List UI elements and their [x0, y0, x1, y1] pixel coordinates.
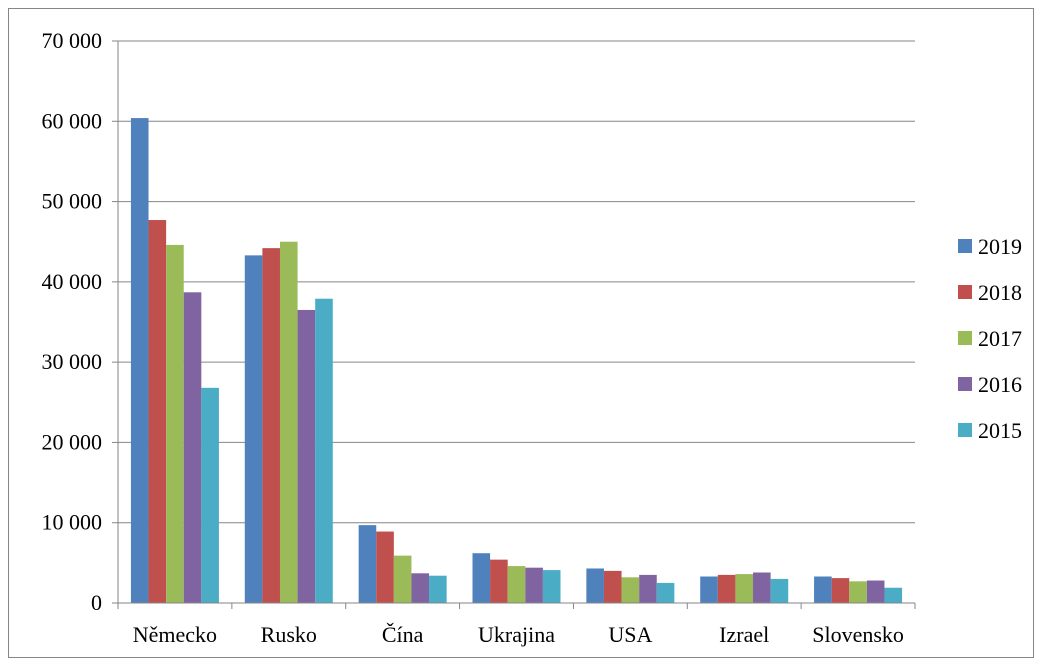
- x-tick-label: Slovensko: [812, 622, 904, 647]
- axes: [112, 40, 916, 609]
- bar: [849, 581, 867, 603]
- bar: [700, 576, 718, 603]
- y-tick-label: 70 000: [42, 28, 103, 53]
- legend-swatch: [958, 285, 972, 299]
- gridlines: [118, 40, 915, 524]
- bar: [735, 574, 754, 603]
- legend-label: 2019: [978, 234, 1022, 259]
- bar: [376, 531, 394, 603]
- bar: [525, 567, 543, 603]
- bar: [770, 578, 789, 603]
- y-tick-label: 0: [91, 590, 102, 615]
- bar: [130, 118, 149, 604]
- bar: [411, 573, 430, 603]
- bar: [490, 559, 508, 603]
- bar: [884, 587, 903, 603]
- bar: [166, 244, 184, 603]
- bar: [753, 572, 771, 603]
- bar: [866, 580, 885, 603]
- legend-label: 2016: [978, 372, 1022, 397]
- x-tick-label: Ukrajina: [478, 622, 555, 647]
- bar: [279, 241, 298, 603]
- bar: [148, 220, 167, 603]
- x-tick-label: Čína: [382, 622, 424, 647]
- bar: [472, 553, 491, 603]
- y-tick-label: 60 000: [42, 108, 103, 133]
- bar: [507, 566, 526, 603]
- bar: [621, 577, 640, 603]
- legend-label: 2018: [978, 280, 1022, 305]
- bar: [586, 568, 604, 603]
- legend-label: 2015: [978, 418, 1022, 443]
- tick-labels: 0 10 000 20 000 30 000 40 000 50 000 60 000 70 …: [42, 28, 904, 647]
- bar: [717, 574, 736, 603]
- y-tick-label: 50 000: [42, 189, 103, 214]
- bar: [358, 525, 377, 603]
- x-tick-label: Německo: [133, 622, 217, 647]
- bar: [297, 309, 316, 603]
- bar: [656, 582, 675, 603]
- legend-swatch: [958, 331, 972, 345]
- legend-swatch: [958, 377, 972, 391]
- legend-swatch: [958, 239, 972, 253]
- bar: [244, 255, 263, 603]
- y-tick-label: 30 000: [42, 349, 103, 374]
- x-tick-label: Izrael: [719, 622, 769, 647]
- bar: [639, 574, 657, 603]
- bar: [542, 570, 561, 603]
- bar: [393, 555, 412, 603]
- y-tick-label: 10 000: [42, 510, 103, 535]
- y-tick-label: 40 000: [42, 269, 103, 294]
- bar: [831, 578, 850, 603]
- x-tick-label: USA: [608, 622, 652, 647]
- bar: [315, 298, 333, 603]
- legend: 2019 2018 2017 2016 2015: [958, 234, 1022, 443]
- bar: [603, 570, 622, 603]
- x-tick-label: Rusko: [261, 622, 317, 647]
- bar: [814, 576, 832, 603]
- legend-label: 2017: [978, 326, 1022, 351]
- bars: [130, 118, 903, 604]
- legend-swatch: [958, 423, 972, 437]
- bar: [201, 387, 219, 603]
- bar: [429, 575, 447, 603]
- y-tick-label: 20 000: [42, 429, 103, 454]
- bar: [183, 292, 202, 603]
- bar: [262, 248, 280, 603]
